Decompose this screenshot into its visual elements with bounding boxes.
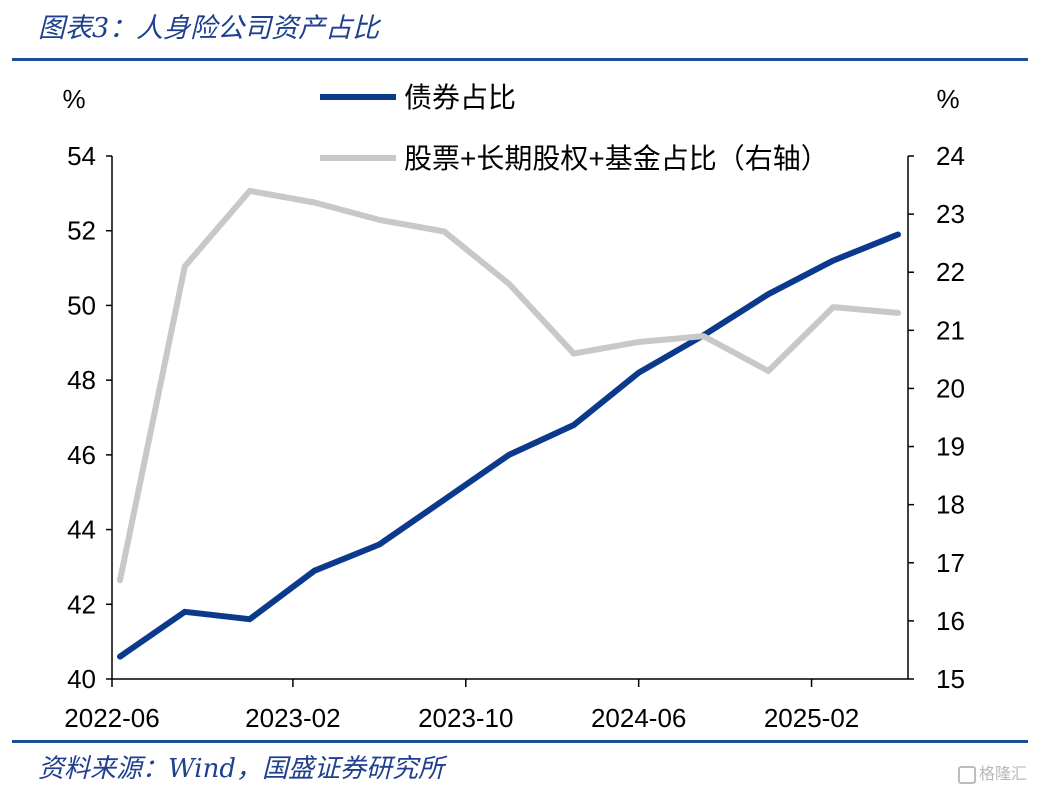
x-tick-label: 2023-10 — [418, 703, 513, 733]
y-right-tick-label: 15 — [936, 664, 965, 694]
y-right-tick-label: 21 — [936, 315, 965, 345]
top-rule — [12, 58, 1028, 61]
y-right-tick-label: 20 — [936, 373, 965, 403]
y-right-tick-label: 17 — [936, 548, 965, 578]
series-layer — [117, 187, 901, 660]
y-left-tick-label: 50 — [67, 290, 96, 320]
x-tick-label: 2022-06 — [64, 703, 159, 733]
source-note: 资料来源：Wind，国盛证券研究所 — [38, 754, 444, 784]
series-line-bonds — [117, 231, 901, 660]
watermark-text: 格隆汇 — [979, 766, 1028, 783]
bottom-rule — [12, 740, 1028, 743]
y-right-tick-label: 23 — [936, 199, 965, 229]
y-left-tick-label: 42 — [67, 589, 96, 619]
y-left-tick-label: 48 — [67, 365, 96, 395]
watermark: 格隆汇 — [958, 760, 1027, 784]
chart-title: 图表3：人身险公司资产占比 — [38, 13, 380, 44]
y-left-tick-label: 46 — [67, 440, 96, 470]
legend-label: 股票+长期股权+基金占比（右轴） — [404, 143, 829, 174]
y-left-tick-label: 40 — [67, 664, 96, 694]
y-left-unit: % — [62, 84, 85, 114]
y-right-tick-label: 19 — [936, 432, 965, 462]
y-left-tick-label: 44 — [67, 515, 96, 545]
axes: 40 42 44 46 48 50 52 54 15 16 17 18 19 20 21 22 23 24% % 20… — [62, 84, 964, 733]
y-left-tick-label: 52 — [67, 216, 96, 246]
x-tick-label: 2025-02 — [764, 703, 859, 733]
legend-label: 债券占比 — [404, 82, 516, 113]
y-left-tick-label: 54 — [67, 141, 96, 171]
x-tick-label: 2024-06 — [591, 703, 686, 733]
series-line-equity — [117, 187, 901, 584]
watermark-logo-icon — [958, 765, 976, 784]
y-right-tick-label: 16 — [936, 606, 965, 636]
y-right-unit: % — [936, 84, 959, 114]
y-right-tick-label: 22 — [936, 257, 965, 287]
y-right-tick-label: 18 — [936, 490, 965, 520]
x-tick-label: 2023-02 — [245, 703, 340, 733]
y-right-tick-label: 24 — [936, 141, 965, 171]
